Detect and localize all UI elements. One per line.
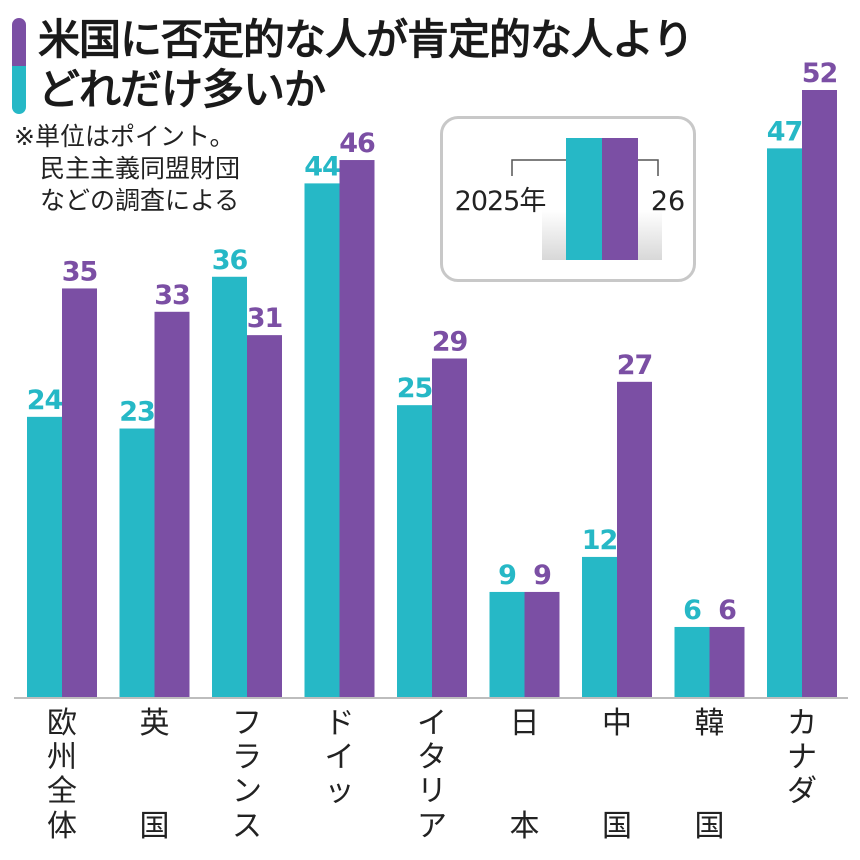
category-label-char: 体	[47, 809, 77, 844]
data-label: 47	[767, 116, 803, 147]
bar-2025年-日本	[489, 591, 525, 697]
note-line-1: ※単位はポイント。	[14, 122, 235, 151]
chart-title-line-1: 米国に否定的な人が肯定的な人より	[38, 15, 694, 64]
category-label-char: タ	[417, 740, 447, 775]
category-label-char: ッ	[325, 774, 355, 809]
bar-26-イタリア	[432, 358, 467, 697]
title-accent-purple	[12, 18, 26, 66]
bar-2025年-韓国	[674, 626, 710, 697]
bar-2025年-中国	[582, 556, 617, 697]
bar-26-欧州全体	[62, 288, 97, 697]
category-label-char: 韓	[695, 706, 725, 741]
note-line-3: などの調査による	[40, 186, 240, 215]
data-label: 27	[617, 350, 653, 381]
bar-2025年-イタリア	[397, 405, 432, 697]
category-label-char: イ	[417, 706, 447, 741]
data-label: 6	[683, 595, 701, 626]
category-label-char: 中	[602, 706, 632, 741]
data-label: 31	[247, 303, 283, 334]
data-label: 9	[498, 560, 516, 591]
bar-26-カナダ	[802, 90, 837, 697]
category-label-char: リ	[417, 774, 447, 809]
bar-2025年-英国	[119, 428, 155, 697]
data-label: 44	[304, 151, 340, 182]
title-accent-teal	[12, 66, 26, 114]
bar-2025年-カナダ	[767, 148, 802, 698]
category-label-char: 全	[47, 774, 77, 809]
bar-2025年-フランス	[212, 276, 247, 697]
category-label-char: 国	[602, 809, 632, 844]
data-label: 52	[802, 58, 838, 89]
category-label-char: 本	[510, 809, 540, 844]
legend-label-26: 26	[651, 186, 685, 217]
legend-swatch-26	[602, 138, 638, 260]
data-label: 29	[432, 326, 468, 357]
data-label: 6	[718, 595, 736, 626]
chart-title-line-2: どれだけ多いか	[38, 65, 326, 114]
category-label-char: フ	[232, 706, 262, 741]
data-label: 36	[212, 245, 248, 276]
category-label-char: 英	[140, 706, 170, 741]
category-label-char: 日	[510, 706, 540, 741]
bar-2025年-欧州全体	[27, 416, 62, 697]
note-line-2: 民主主義同盟財団	[40, 154, 241, 183]
bar-26-フランス	[247, 335, 282, 697]
bar-26-韓国	[709, 626, 745, 697]
legend-leader-left	[511, 159, 566, 176]
category-label-char: ア	[417, 809, 447, 844]
bar-26-英国	[154, 311, 190, 697]
category-label-char: 欧	[47, 706, 77, 741]
data-label: 33	[154, 280, 190, 311]
data-label: 24	[27, 385, 63, 416]
category-label-char: カ	[787, 706, 817, 741]
category-label-char: ナ	[787, 740, 817, 775]
bar-2025年-ドイツ	[304, 183, 340, 697]
data-label: 12	[582, 525, 618, 556]
category-label-char: ダ	[787, 774, 817, 809]
legend-label-2025: 2025年	[455, 186, 546, 217]
category-label-char: 国	[695, 809, 725, 844]
category-label-char: 州	[47, 740, 77, 775]
bar-26-中国	[617, 381, 652, 697]
legend-swatch-2025	[566, 138, 602, 260]
category-label-char: ス	[232, 809, 262, 844]
category-label-char: イ	[325, 740, 355, 775]
category-label-char: ラ	[232, 740, 262, 775]
legend-leader-right	[638, 159, 659, 176]
bar-26-ドイツ	[339, 160, 375, 698]
data-label: 25	[397, 373, 433, 404]
data-label: 46	[339, 128, 375, 159]
category-label-char: 国	[140, 809, 170, 844]
title-accent-bar	[12, 18, 26, 114]
data-label: 23	[119, 397, 155, 428]
category-label-char: ン	[232, 774, 262, 809]
category-label-char: ド	[325, 706, 355, 741]
data-label: 9	[533, 560, 551, 591]
bar-26-日本	[524, 591, 560, 697]
data-label: 35	[62, 256, 98, 287]
